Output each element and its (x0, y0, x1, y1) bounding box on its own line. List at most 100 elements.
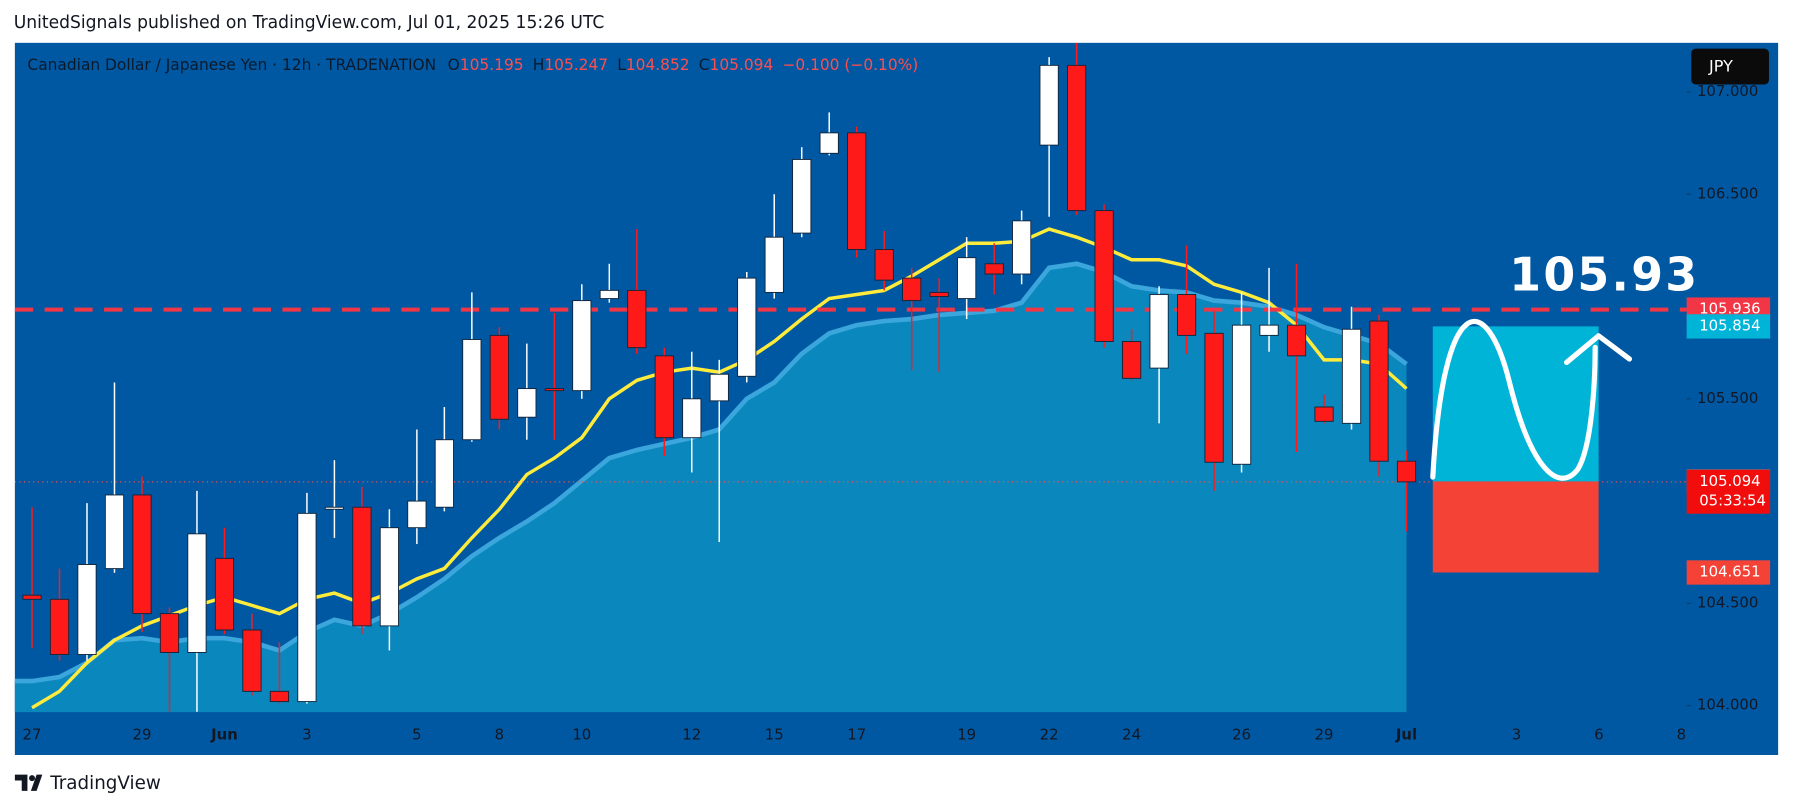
candle-body (104, 494, 125, 570)
x-tick-label: 6 (1594, 725, 1603, 743)
candle-body (1369, 320, 1389, 462)
candle-body (792, 158, 812, 234)
candle-body (572, 300, 592, 392)
stop-price-label: 104.651 (1699, 562, 1760, 580)
candle-body (819, 132, 839, 154)
footer-brand: TradingView (49, 773, 161, 794)
candle-body (49, 598, 70, 655)
x-tick-label: 5 (412, 725, 421, 743)
candle-body (1012, 220, 1032, 275)
countdown-label: 05:33:54 (1699, 491, 1766, 509)
candle-body (599, 289, 619, 300)
candle-body (187, 533, 207, 653)
candle-body (929, 291, 949, 297)
target-price-badge (1686, 314, 1771, 339)
ohlc-key: L (617, 55, 626, 73)
candle-body (1039, 64, 1059, 146)
candle-body (654, 355, 674, 439)
candle-body (737, 277, 757, 377)
indicator-area-line (14, 261, 1408, 684)
x-tick-label: 26 (1232, 725, 1251, 743)
x-tick-label: 8 (1677, 725, 1686, 743)
x-tick-label: 17 (847, 725, 866, 743)
price-annotation: 105.93 (1509, 247, 1699, 301)
candle-body (764, 236, 784, 293)
ohlc-value: 105.094 (710, 55, 774, 73)
x-tick-label: 27 (23, 725, 42, 743)
candle-body (709, 373, 729, 402)
ohlc-key: C (699, 55, 710, 73)
candle-body (77, 564, 97, 655)
candle-body (847, 132, 867, 250)
x-tick-label: 22 (1040, 725, 1059, 743)
x-tick-label: Jul (1395, 725, 1417, 743)
candle-body (242, 629, 262, 692)
candle-body (1149, 294, 1169, 369)
candle-body (132, 494, 152, 615)
candle-body (462, 339, 482, 441)
candle-body (627, 289, 647, 349)
candle-body (1176, 294, 1197, 336)
candle-body (297, 512, 317, 703)
candle-body (682, 398, 702, 439)
candle-body (1094, 210, 1114, 342)
currency-label: JPY (1708, 57, 1733, 76)
candle-body (22, 594, 42, 600)
publish-header: UnitedSignals published on TradingView.c… (14, 13, 605, 33)
symbol-legend: Canadian Dollar / Japanese Yen · 12h · T… (27, 55, 918, 73)
candle-body (957, 257, 977, 300)
stop-price-badge (1686, 560, 1771, 585)
symbol-title: Canadian Dollar / Japanese Yen · 12h · T… (27, 55, 436, 73)
candle-body (1286, 324, 1307, 357)
candle-body (517, 388, 537, 418)
candle-body (434, 439, 454, 508)
candle-body (159, 613, 180, 653)
indicator-area (14, 263, 1407, 713)
candle-body (489, 334, 509, 420)
x-tick-label: 12 (682, 725, 701, 743)
candle-body (544, 388, 564, 392)
candle-body (352, 506, 372, 627)
level-price-label: 105.936 (1699, 300, 1760, 318)
x-tick-label: 19 (957, 725, 976, 743)
candle-body (324, 506, 345, 510)
ohlc-key: H (533, 55, 545, 73)
candle-body (874, 249, 894, 281)
x-tick-label: 3 (302, 725, 311, 743)
last-price-label: 105.094 (1699, 472, 1760, 490)
candle-body (407, 500, 427, 529)
wave-arrow (1430, 318, 1633, 481)
x-tick-label: 10 (572, 725, 591, 743)
y-tick-label: 106.500 (1697, 184, 1758, 202)
y-tick-label: 105.500 (1697, 389, 1758, 407)
x-tick-label: 15 (765, 725, 784, 743)
x-tick-label: 3 (1512, 725, 1521, 743)
candle-body (984, 263, 1004, 275)
candle-body (379, 527, 399, 627)
candle-body (1121, 341, 1142, 379)
x-tick-label: 24 (1122, 725, 1141, 743)
candle-body (1341, 328, 1362, 424)
candle-body (1314, 406, 1334, 422)
change-value: −0.100 (−0.10%) (782, 55, 918, 73)
ohlc-value: 105.247 (544, 55, 608, 73)
candle-body (1396, 460, 1417, 483)
candle-body (1259, 324, 1279, 336)
y-tick-label: 104.000 (1697, 696, 1758, 714)
target-price-label: 105.854 (1699, 316, 1760, 334)
last-price-badge (1686, 469, 1771, 514)
candle-body (902, 277, 922, 302)
candle-body (1067, 64, 1087, 212)
candle-body (1204, 332, 1224, 463)
x-tick-label: 29 (1315, 725, 1334, 743)
footer-logo (14, 774, 43, 791)
position-stop-zone (1432, 481, 1599, 573)
candle-body (269, 690, 290, 703)
candle-body (1231, 324, 1252, 465)
currency-badge[interactable] (1691, 48, 1769, 85)
ohlc-value: 104.852 (626, 55, 690, 73)
ohlc-key: O (448, 55, 460, 73)
ohlc-value: 105.195 (460, 55, 524, 73)
